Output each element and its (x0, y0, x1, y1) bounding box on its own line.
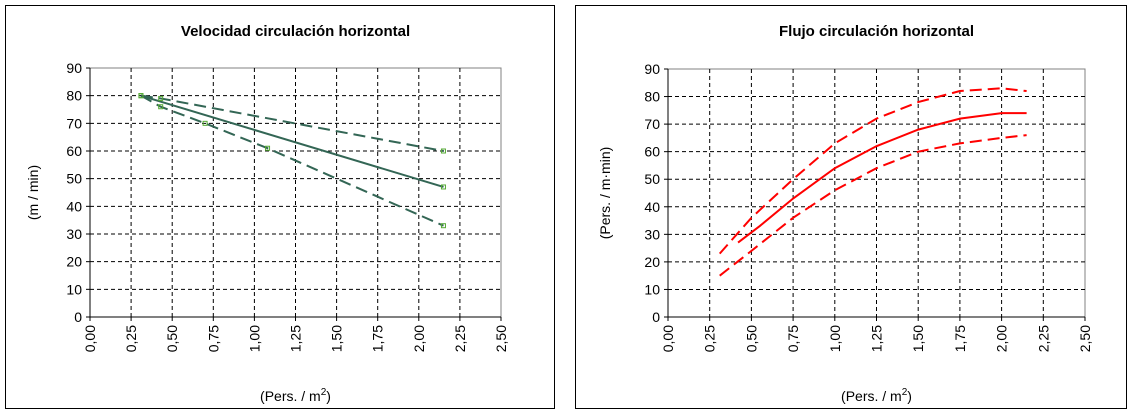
y-axis-label: (Pers. / m·min) (597, 147, 613, 240)
series-line-1 (140, 94, 444, 152)
y-tick-label: 0 (74, 309, 82, 325)
x-tick-label: 1,75 (952, 325, 968, 352)
y-tick-label: 50 (644, 171, 660, 187)
x-axis-label-text: (Pers. / m (841, 388, 902, 404)
y-tick-label: 60 (644, 144, 660, 160)
chart-velocidad: Velocidad circulación horizontal 0 10 20 30 4… (5, 5, 555, 409)
y-tick-label: 70 (644, 116, 660, 132)
x-tick-label: 2,25 (1035, 325, 1051, 352)
x-tick-label: 1,50 (329, 325, 345, 352)
series-line-2 (140, 94, 444, 227)
x-tick-label: 0,50 (164, 325, 180, 352)
x-tick-label: 1,75 (370, 325, 386, 352)
data-point-1-1 (158, 95, 164, 101)
y-tick-label: 70 (66, 115, 82, 131)
y-tick-label: 20 (66, 254, 82, 270)
x-axis-label-text: (Pers. / m (260, 388, 321, 404)
x-tick-label: 2,50 (1077, 325, 1093, 352)
x-tick-label: 0,00 (82, 325, 98, 352)
x-tick-label: 0,75 (785, 325, 801, 352)
x-tick-label: 1,00 (246, 325, 262, 352)
y-tick-label: 90 (644, 61, 660, 77)
x-axis-label-sup: 2 (321, 387, 327, 398)
y-tick-label: 80 (66, 88, 82, 104)
y-tick-label: 80 (644, 89, 660, 105)
y-tick-label: 40 (66, 198, 82, 214)
x-axis-label: (Pers. / m2) (260, 387, 331, 404)
y-tick-label: 20 (644, 254, 660, 270)
series-line-2 (719, 134, 1027, 277)
y-tick-label: 50 (66, 171, 82, 187)
chart-flujo: Flujo circulación horizontal 0 10 20 30 40 50 6… (575, 5, 1127, 409)
series-line-0 (737, 112, 1027, 244)
y-tick-label: 30 (66, 226, 82, 242)
y-tick-label: 90 (66, 60, 82, 76)
chart-flujo-svg: Flujo circulación horizontal 0 10 20 30 40 50 6… (597, 23, 1093, 404)
series-line-0 (140, 94, 444, 188)
x-tick-label: 2,25 (452, 325, 468, 352)
plot-area (89, 67, 502, 318)
data-point-0-1 (440, 184, 446, 190)
x-tick-label: 0,75 (205, 325, 221, 352)
x-axis-label-close: ) (326, 388, 331, 404)
x-axis-label-close: ) (907, 388, 912, 404)
chart-velocidad-svg: Velocidad circulación horizontal 0 10 20 30 4… (25, 23, 509, 404)
y-axis-label: (m / min) (25, 165, 41, 220)
y-tick-label: 40 (644, 199, 660, 215)
x-axis-label: (Pers. / m2) (841, 387, 912, 404)
x-tick-label: 0,00 (660, 325, 676, 352)
x-tick-label: 2,00 (411, 325, 427, 352)
data-point-2-0 (138, 93, 144, 99)
y-tick-label: 30 (644, 226, 660, 242)
chart-title: Velocidad circulación horizontal (181, 23, 410, 40)
y-tick-label: 10 (66, 281, 82, 297)
x-tick-label: 2,00 (994, 325, 1010, 352)
data-point-2-4 (440, 223, 446, 229)
y-tick-label: 60 (66, 143, 82, 159)
data-point-1-2 (440, 148, 446, 154)
y-tick-label: 10 (644, 281, 660, 297)
data-point-2-3 (265, 145, 271, 151)
x-tick-label: 0,25 (123, 325, 139, 352)
x-axis-label-sup: 2 (902, 387, 908, 398)
x-tick-label: 2,50 (493, 325, 509, 352)
series-line-1 (718, 87, 1027, 255)
chart-title: Flujo circulación horizontal (779, 23, 974, 40)
x-tick-label: 1,25 (869, 325, 885, 352)
data-point-2-2 (202, 120, 208, 126)
y-tick-label: 0 (652, 309, 660, 325)
x-tick-label: 1,00 (827, 325, 843, 352)
data-point-2-1 (158, 104, 164, 110)
x-tick-label: 1,25 (288, 325, 304, 352)
x-tick-label: 0,50 (743, 325, 759, 352)
x-tick-label: 0,25 (702, 325, 718, 352)
x-tick-label: 1,50 (910, 325, 926, 352)
